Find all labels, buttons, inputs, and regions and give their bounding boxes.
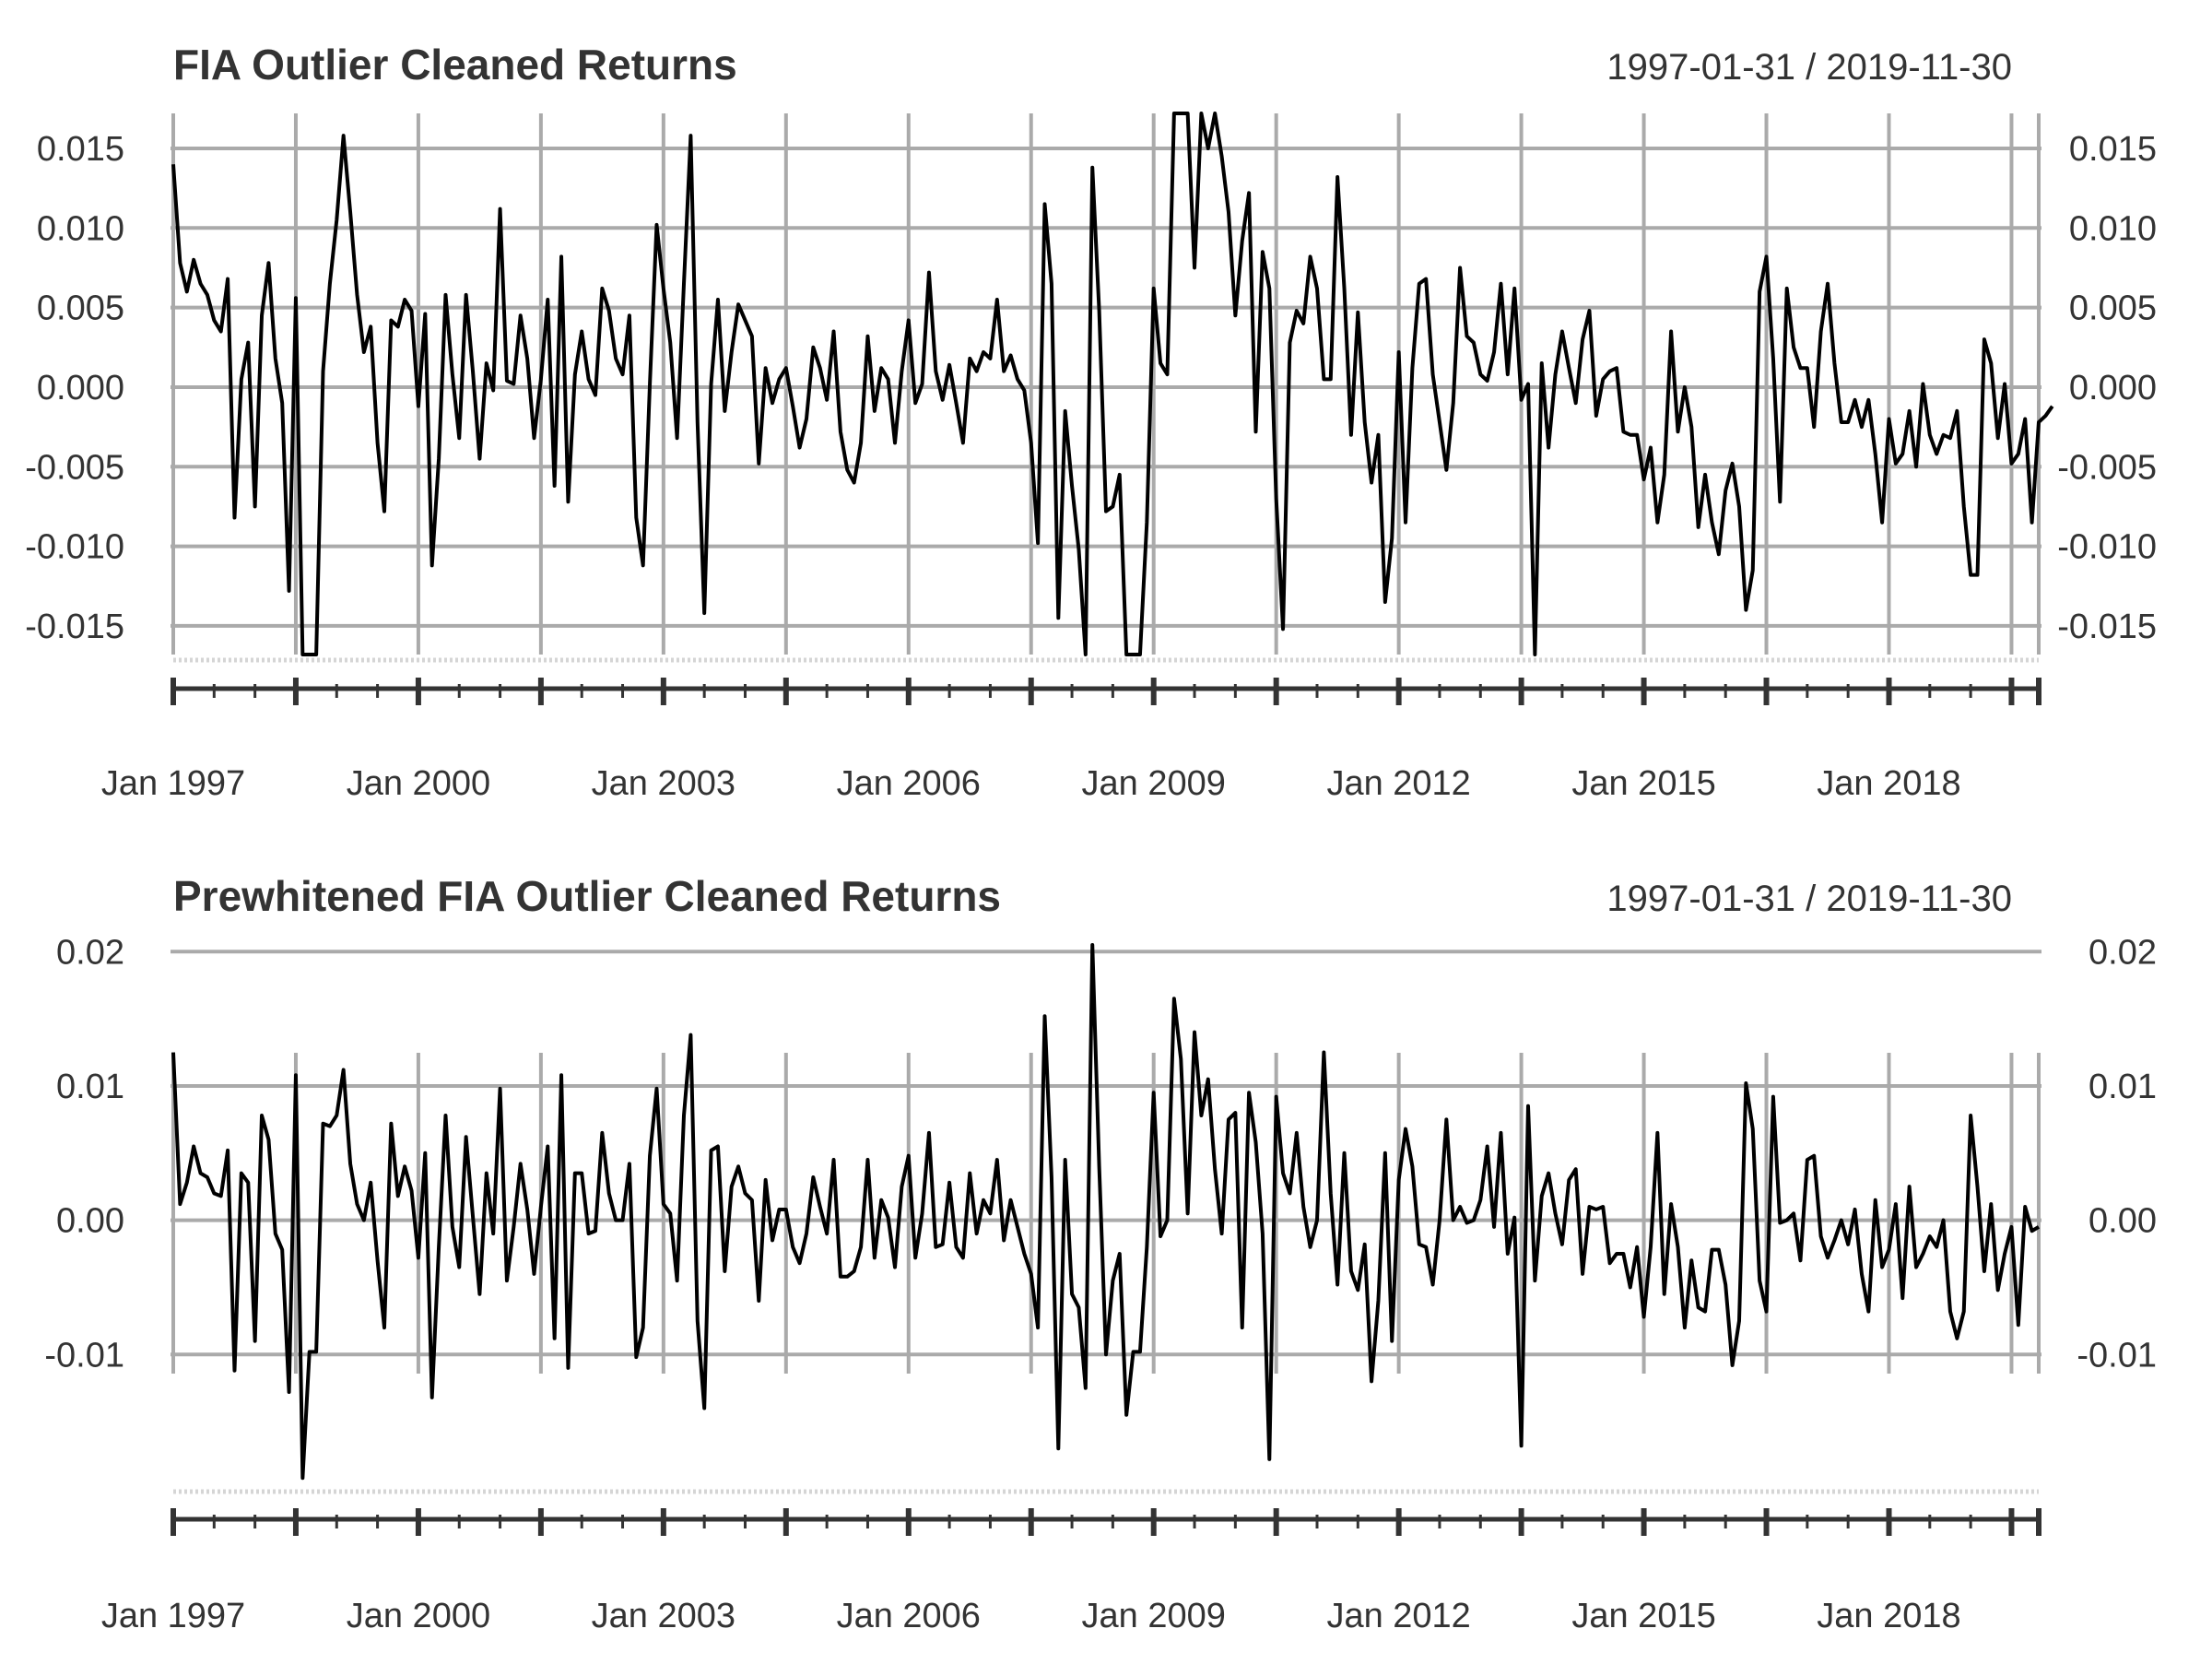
y-tick-label-left: -0.005 (25, 448, 124, 487)
y-tick-label-left: -0.010 (25, 528, 124, 567)
x-tick-label: Jan 2012 (1326, 764, 1470, 803)
x-tick-label: Jan 2006 (837, 1597, 981, 1635)
x-tick-label: Jan 2015 (1571, 1597, 1715, 1635)
y-tick-label-left: -0.015 (25, 608, 124, 646)
y-tick-label-right: -0.005 (2057, 448, 2157, 487)
x-tick-label: Jan 2000 (347, 764, 490, 803)
x-tick-label: Jan 2003 (592, 764, 735, 803)
y-tick-label-left: 0.02 (56, 933, 124, 972)
chart-panel-2: 0.02 0.02 0.01 0.01 0.00 0.00 -0.01 -0.01 Jan 19… (44, 872, 2157, 1635)
y-tick-label-right: 0.005 (2069, 289, 2157, 328)
y-tick-label-right: -0.010 (2057, 528, 2157, 567)
x-tick-label: Jan 2012 (1326, 1597, 1470, 1635)
x-tick-label: Jan 2015 (1571, 764, 1715, 803)
chart-title: Prewhitened FIA Outlier Cleaned Returns (173, 872, 1001, 920)
y-tick-label-right: 0.02 (2088, 933, 2157, 972)
x-tick-label: Jan 1997 (101, 1597, 245, 1635)
y-tick-label-left: 0.010 (37, 209, 124, 248)
date-range-label: 1997-01-31 / 2019-11-30 (1606, 879, 2012, 919)
chart-panel-1: 0.015 0.015 0.010 0.010 0.005 0.005 0.000 0.000… (25, 41, 2157, 803)
series-line (171, 943, 2041, 1481)
y-tick-label-right: 0.015 (2069, 130, 2157, 169)
x-tick-label: Jan 1997 (101, 764, 245, 803)
y-tick-label-left: 0.000 (37, 369, 124, 407)
date-range-label: 1997-01-31 / 2019-11-30 (1606, 47, 2012, 88)
y-tick-label-right: 0.000 (2069, 369, 2157, 407)
x-tick-label: Jan 2006 (837, 764, 981, 803)
x-tick-label: Jan 2018 (1817, 764, 1960, 803)
y-tick-label-left: -0.01 (44, 1336, 124, 1375)
y-tick-label-right: 0.01 (2088, 1068, 2157, 1106)
y-tick-label-left: 0.005 (37, 289, 124, 328)
y-tick-label-right: -0.01 (2077, 1336, 2157, 1375)
chart-title: FIA Outlier Cleaned Returns (173, 41, 737, 89)
x-tick-label: Jan 2009 (1082, 1597, 1226, 1635)
x-tick-label: Jan 2009 (1082, 764, 1226, 803)
y-tick-label-right: -0.015 (2057, 608, 2157, 646)
series-line (171, 112, 2054, 656)
y-tick-label-right: 0.00 (2088, 1202, 2157, 1241)
x-tick-label: Jan 2018 (1817, 1597, 1960, 1635)
x-tick-label: Jan 2003 (592, 1597, 735, 1635)
y-tick-label-left: 0.00 (56, 1202, 124, 1241)
y-tick-label-right: 0.010 (2069, 209, 2157, 248)
x-tick-label: Jan 2000 (347, 1597, 490, 1635)
y-tick-label-left: 0.01 (56, 1068, 124, 1106)
y-tick-label-left: 0.015 (37, 130, 124, 169)
